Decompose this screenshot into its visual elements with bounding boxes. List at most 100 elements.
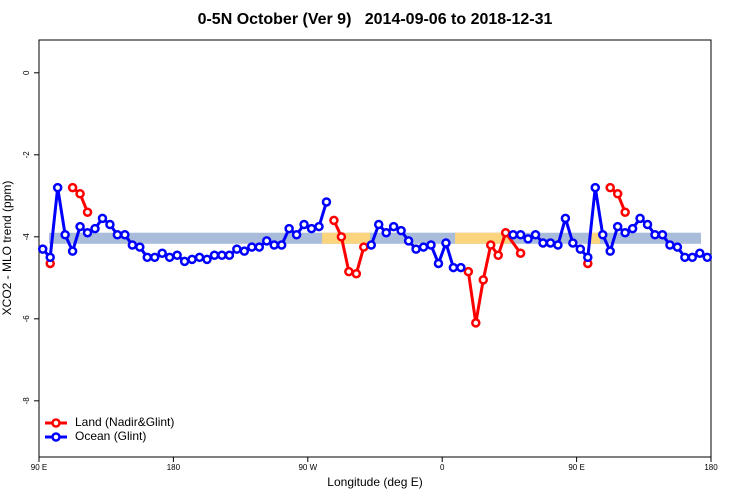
point <box>650 230 660 240</box>
point <box>179 256 190 267</box>
point <box>530 230 541 240</box>
point <box>463 266 474 277</box>
point <box>269 240 279 250</box>
point <box>612 221 623 232</box>
point <box>403 236 414 246</box>
point <box>291 230 302 240</box>
point <box>344 266 354 277</box>
point <box>605 246 615 256</box>
point <box>657 230 668 240</box>
point <box>560 213 571 224</box>
point <box>665 240 675 250</box>
legend-marker <box>51 418 61 428</box>
point <box>142 252 153 263</box>
point <box>597 230 608 240</box>
point <box>538 238 548 248</box>
point <box>687 252 698 263</box>
point <box>568 238 578 248</box>
point <box>45 252 55 263</box>
y-tick-label: -4 <box>22 233 31 241</box>
x-tick-label: 180 <box>167 463 181 472</box>
point <box>485 240 496 250</box>
band-highlight <box>455 232 511 244</box>
point <box>575 244 586 254</box>
point <box>52 182 63 193</box>
point <box>232 244 242 254</box>
point <box>276 240 287 250</box>
point <box>411 244 421 254</box>
point <box>508 230 518 240</box>
point <box>418 242 429 252</box>
point <box>456 262 466 273</box>
point <box>545 238 556 248</box>
point <box>120 230 130 240</box>
point <box>388 221 399 232</box>
point <box>194 252 205 263</box>
point <box>97 213 108 224</box>
point <box>336 232 347 242</box>
x-tick-label: 90 W <box>298 463 317 472</box>
point <box>67 246 78 256</box>
point <box>172 250 182 261</box>
y-tick-label: -8 <box>22 397 31 405</box>
point <box>75 189 85 199</box>
point <box>672 242 683 252</box>
point <box>635 213 645 224</box>
point <box>515 248 526 258</box>
point <box>478 275 489 285</box>
point <box>105 219 115 230</box>
point <box>157 248 167 258</box>
x-tick-label: 90 E <box>31 463 47 472</box>
point <box>523 234 533 244</box>
point <box>695 248 705 258</box>
point <box>448 262 459 273</box>
point <box>202 254 212 265</box>
point <box>590 182 601 193</box>
point <box>164 252 175 263</box>
point <box>284 223 294 234</box>
point <box>321 197 332 207</box>
x-tick-label: 180 <box>704 463 718 472</box>
band-highlight <box>590 232 601 244</box>
point <box>306 223 317 234</box>
point <box>500 227 511 238</box>
x-tick-label: 0 <box>440 463 445 472</box>
point <box>359 242 369 252</box>
point <box>239 246 250 256</box>
point <box>135 242 145 252</box>
point <box>627 223 638 234</box>
point <box>612 189 623 199</box>
point <box>620 227 630 238</box>
legend-label: Land (Nadir&Glint) <box>75 415 174 429</box>
point <box>426 240 436 250</box>
point <box>702 252 713 263</box>
point <box>493 250 503 261</box>
point <box>67 182 78 193</box>
x-axis-label: Longitude (deg E) <box>327 475 422 489</box>
point <box>553 240 563 250</box>
point <box>441 238 451 248</box>
x-tick-label: 90 E <box>568 463 584 472</box>
y-tick-label: 0 <box>22 70 31 75</box>
point <box>254 242 265 252</box>
point <box>351 268 362 279</box>
point <box>224 250 235 261</box>
band-highlight <box>322 232 371 244</box>
point <box>329 215 339 226</box>
chart-title: 0-5N October (Ver 9) 2014-09-06 to 2018-… <box>198 11 553 28</box>
point <box>75 221 85 232</box>
point <box>366 240 377 250</box>
point <box>217 250 227 261</box>
point <box>90 223 100 234</box>
point <box>515 230 526 240</box>
point <box>471 318 481 328</box>
point <box>299 219 309 230</box>
point <box>433 258 444 269</box>
point <box>209 250 220 261</box>
point <box>112 230 123 240</box>
point <box>247 242 257 252</box>
point <box>381 227 391 238</box>
point <box>261 236 272 246</box>
